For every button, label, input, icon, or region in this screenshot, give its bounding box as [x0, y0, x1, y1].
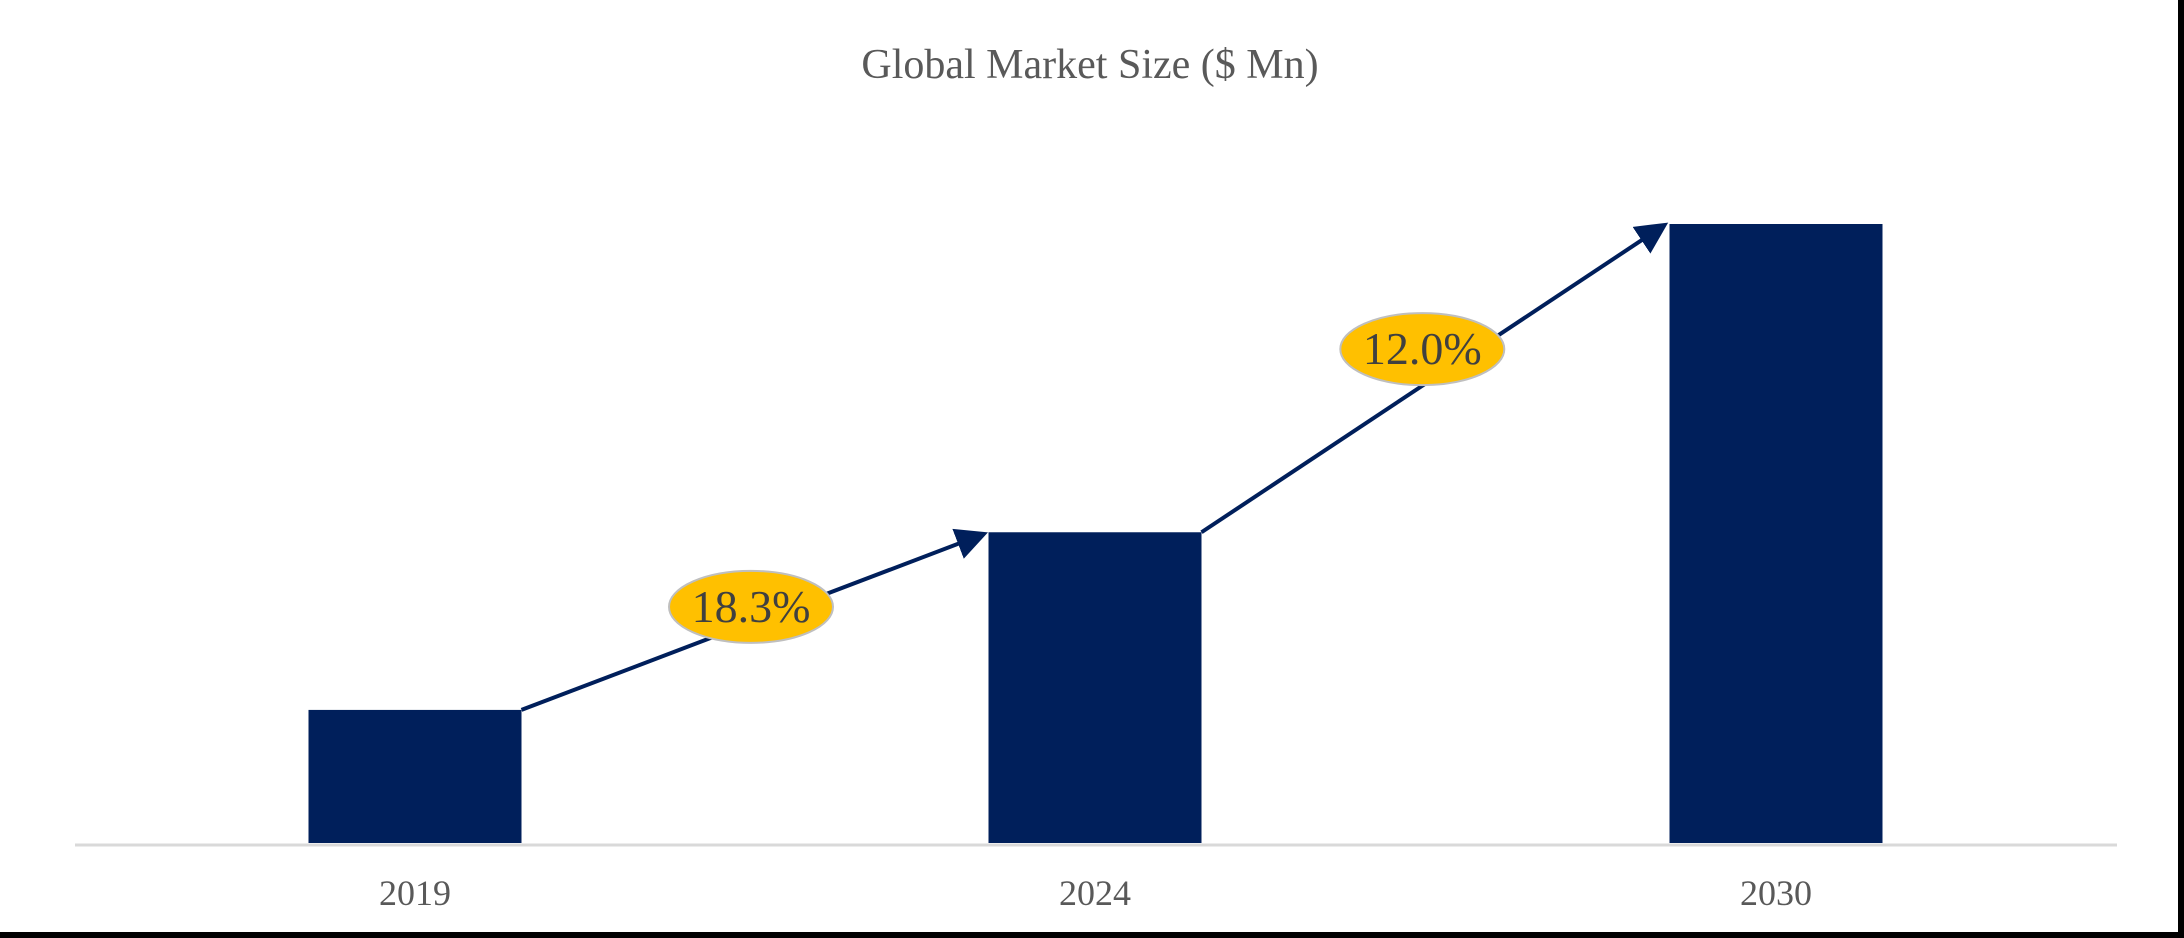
cagr-badge [1339, 312, 1506, 387]
frame-border-right [2178, 0, 2184, 938]
bar-2019 [308, 709, 522, 843]
cagr-label: 18.3% [692, 581, 811, 632]
chart-title: Global Market Size ($ Mn) [861, 42, 1318, 88]
x-tick-label: 2019 [379, 873, 451, 913]
bar-2030 [1669, 224, 1883, 843]
x-tick-label: 2024 [1059, 873, 1131, 913]
cagr-label: 12.0% [1363, 323, 1482, 374]
bar-2024 [988, 532, 1202, 843]
frame-border-bottom [0, 932, 2184, 938]
x-tick-label: 2030 [1740, 873, 1812, 913]
cagr-badge [668, 569, 834, 644]
